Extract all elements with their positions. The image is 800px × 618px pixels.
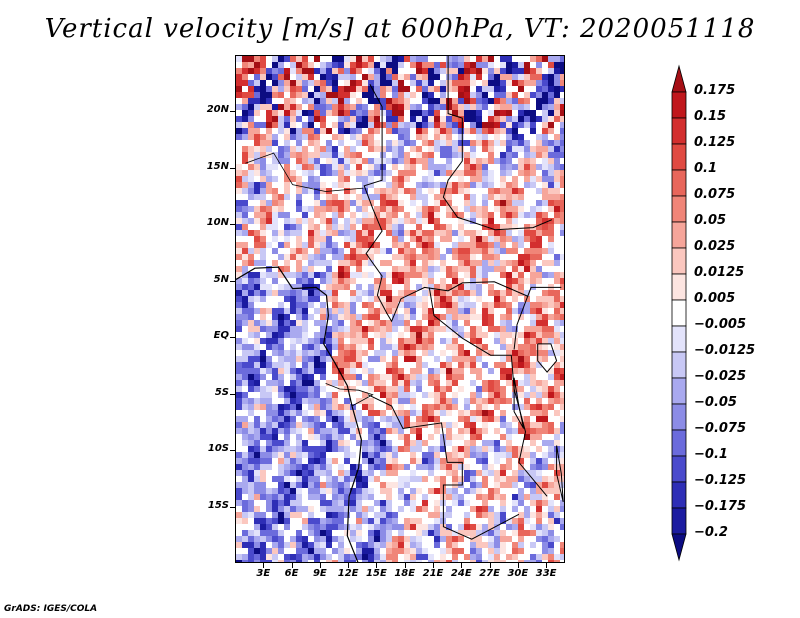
boundary-line (513, 286, 562, 350)
boundary-line (367, 394, 520, 540)
longitude-label: 21E (422, 568, 444, 579)
longitude-label: 18E (394, 568, 416, 579)
colorbar-tick-label: −0.2 (694, 525, 728, 540)
chart-title: Vertical velocity [m/s] at 600hPa, VT: 2… (44, 14, 756, 44)
longitude-label: 33E (535, 568, 557, 579)
colorbar-tick-label: 0.15 (694, 109, 727, 124)
colorbar-swatch (671, 455, 687, 483)
colorbar-swatch (671, 507, 687, 535)
colorbar-tick-label: 0.125 (694, 135, 736, 150)
colorbar-tick-label: −0.025 (694, 369, 747, 384)
axis-tick (404, 563, 406, 568)
latitude-label: 5S (214, 386, 229, 398)
boundary-line (363, 83, 529, 323)
colorbar-tick-label: 0.005 (694, 291, 736, 306)
axis-tick (230, 450, 235, 452)
colorbar-swatch (671, 143, 687, 171)
longitude-label: 12E (337, 568, 359, 579)
grads-credit: GrADS: IGES/COLA (4, 604, 98, 614)
latitude-label: EQ (213, 330, 229, 342)
colorbar-swatch (671, 64, 687, 93)
axis-tick (230, 111, 235, 113)
latitude-label: 10S (207, 443, 229, 455)
latitude-label: 20N (206, 104, 229, 116)
colorbar-swatch (671, 169, 687, 197)
longitude-label: 6E (284, 568, 299, 579)
axis-tick (230, 167, 235, 169)
colorbar-tick-label: −0.05 (694, 395, 737, 410)
colorbar-swatch (671, 351, 687, 379)
axis-tick (230, 393, 235, 395)
latitude-label: 15N (206, 160, 229, 172)
colorbar-swatch (671, 325, 687, 353)
axis-tick (319, 563, 321, 568)
colorbar-tick-label: −0.075 (694, 421, 747, 436)
latitude-label: 5N (213, 273, 229, 285)
boundary-line (325, 383, 374, 407)
axis-tick (230, 337, 235, 339)
colorbar-swatch (671, 247, 687, 275)
colorbar-swatch (671, 481, 687, 509)
colorbar-tick-label: 0.025 (694, 239, 736, 254)
colorbar-tick-label: −0.005 (694, 317, 747, 332)
axis-tick (489, 563, 491, 568)
boundary-line (428, 287, 548, 497)
axis-tick (348, 563, 350, 568)
latitude-label: 10N (206, 217, 229, 229)
axis-tick (291, 563, 293, 568)
colorbar-tick-label: 0.05 (694, 213, 727, 228)
boundary-line (245, 152, 364, 192)
colorbar-tick-label: 0.1 (694, 161, 718, 176)
latitude-label: 15S (207, 499, 229, 511)
colorbar-swatch (671, 221, 687, 249)
longitude-label: 30E (507, 568, 529, 579)
axis-tick (546, 563, 548, 568)
boundary-line (513, 377, 525, 429)
longitude-label: 15E (366, 568, 387, 579)
colorbar-swatch (671, 273, 687, 301)
axis-tick (230, 506, 235, 508)
map-panel (235, 55, 565, 563)
longitude-label: 9E (312, 568, 327, 579)
colorbar-swatch (671, 403, 687, 431)
colorbar-swatch (671, 117, 687, 145)
colorbar-swatch (671, 195, 687, 223)
colorbar-tick-label: −0.0125 (694, 343, 756, 358)
colorbar-swatch (671, 533, 687, 562)
longitude-label: 24E (450, 568, 472, 579)
longitude-label: 3E (256, 568, 271, 579)
colorbar-tick-label: 0.075 (694, 187, 736, 202)
colorbar-tick-label: 0.175 (694, 83, 736, 98)
axis-tick (263, 563, 265, 568)
colorbar-tick-label: 0.0125 (694, 265, 745, 280)
colorbar-tick-label: −0.1 (694, 447, 728, 462)
axis-tick (230, 224, 235, 226)
longitude-label: 27E (479, 568, 500, 579)
colorbar-tick-label: −0.175 (694, 499, 747, 514)
axis-tick (433, 563, 434, 568)
boundary-line (537, 343, 558, 373)
colorbar-swatch (671, 429, 687, 457)
colorbar-swatch (671, 299, 687, 327)
axis-tick (230, 280, 235, 282)
axis-tick (517, 563, 519, 568)
colorbar-swatch (671, 377, 687, 405)
colorbar-swatch (671, 91, 687, 119)
axis-tick (376, 563, 378, 568)
axis-tick (461, 563, 463, 568)
colorbar (671, 64, 687, 562)
colorbar-tick-label: −0.125 (694, 473, 747, 488)
vertical-velocity-field (236, 56, 564, 562)
boundary-line (556, 445, 564, 503)
boundary-line (442, 56, 553, 231)
boundary-line (236, 266, 363, 562)
